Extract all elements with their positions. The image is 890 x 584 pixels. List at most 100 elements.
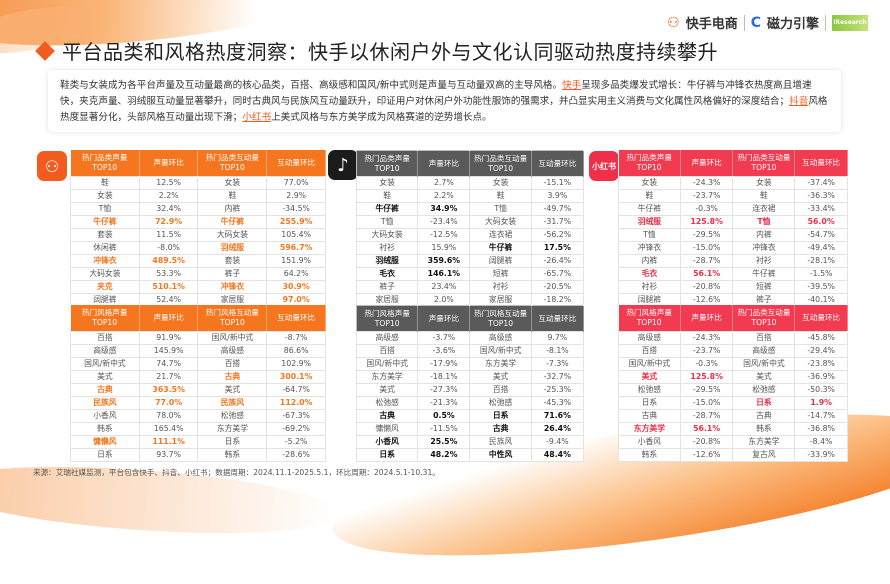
column-header: 互动量环比 <box>531 305 585 332</box>
table-cell: -12.5% <box>417 228 471 242</box>
table-cell: -36.8% <box>794 421 848 436</box>
table-cell: -28.1% <box>794 253 848 268</box>
table-cell: 阔腿裤 <box>469 254 532 268</box>
table-cell: 毛衣 <box>355 267 419 281</box>
table-row: 国风/新中式 -17.9% 东方美学 -7.3% <box>355 357 585 371</box>
table-cell: 鞋 <box>732 188 796 203</box>
table-cell: 363.5% <box>138 382 199 397</box>
table-cell: 510.1% <box>138 279 199 294</box>
table-cell: 衬衫 <box>732 253 796 268</box>
table-cell: 11.5% <box>138 227 199 242</box>
table-cell: 0.5% <box>417 409 471 423</box>
table-cell: T恤 <box>70 201 140 216</box>
table-cell: T恤 <box>618 227 681 242</box>
table-cell: -45.3% <box>530 396 585 410</box>
table-cell: 牛仔裤 <box>618 201 681 216</box>
kuaishou-ecommerce-logo: 快手电商 <box>685 17 738 32</box>
summary-text: 上美式风格与东方美学成为风格赛道的逆势增长点。 <box>271 112 492 123</box>
table-cell: 56.1% <box>679 266 734 281</box>
table-cell: -56.2% <box>530 228 585 242</box>
table-cell: 古典 <box>355 409 419 423</box>
table-cell: 255.9% <box>266 214 326 229</box>
table-cell: 东方美学 <box>197 421 268 436</box>
douyin-style-table: 热门风格声量 TOP10 声量环比 热门风格互动量 TOP10 互动量环比 高级感 -3.7%… <box>355 305 585 462</box>
table-row: 高级感 -3.7% 高级感 9.7% <box>355 331 585 345</box>
table-cell: 美式 <box>469 370 532 384</box>
table-cell: -23.7% <box>679 343 734 358</box>
table-cell: -36.9% <box>794 369 848 384</box>
table-cell: -33.4% <box>794 201 848 216</box>
table-cell: -50.3% <box>794 382 848 397</box>
table-cell: 大码女装 <box>197 227 268 242</box>
table-cell: 民族风 <box>70 395 140 410</box>
table-row: 羽绒服 125.8% T恤 56.0% <box>618 214 848 229</box>
table-cell: 短裤 <box>469 267 532 281</box>
column-header: 互动量环比 <box>794 305 848 331</box>
table-cell: 女装 <box>618 175 681 190</box>
table-cell: 小香风 <box>70 408 140 423</box>
xiaohongshu-category-table: 热门品类声量 TOP10 声量环比 热门品类互动量 TOP10 互动量环比 女装 -24.3%… <box>618 150 848 307</box>
kuaishou-mark-icon: ⚇ <box>667 14 680 31</box>
table-cell: 复古风 <box>732 447 796 462</box>
column-header: 声量环比 <box>417 150 471 177</box>
table-cell: 牛仔裤 <box>197 214 268 229</box>
table-cell: 美式 <box>355 383 419 397</box>
column-header: 热门品类声量 TOP10 <box>70 150 140 176</box>
table-cell: 韩系 <box>70 421 140 436</box>
table-cell: 17.5% <box>530 241 585 255</box>
table-cell: -29.5% <box>679 227 734 242</box>
table-cell: -33.9% <box>794 447 848 462</box>
table-cell: -29.5% <box>679 382 734 397</box>
table-cell: -27.3% <box>417 383 471 397</box>
table-row: 高级感 145.9% 高级感 86.6% <box>70 343 326 358</box>
column-header: 热门品类互动量 TOP10 <box>197 150 268 176</box>
kuaishou-category-table: 热门品类声量 TOP10 声量环比 热门品类互动量 TOP10 互动量环比鞋 12.5% 女装… <box>70 150 326 307</box>
table-header-row: 热门风格声量 TOP10 声量环比 热门风格互动量 TOP10 互动量环比 <box>70 305 326 331</box>
table-row: 羽绒服 359.6% 阔腿裤 -26.4% <box>355 254 585 268</box>
table-cell: 111.1% <box>138 434 199 449</box>
table-cell: 冲锋衣 <box>197 279 268 294</box>
table-row: 牛仔裤 34.9% T恤 -49.7% <box>355 202 585 216</box>
table-cell: 松弛感 <box>469 396 532 410</box>
table-cell: 2.2% <box>138 188 199 203</box>
table-cell: 鞋 <box>618 188 681 203</box>
table-row: 慵懒风 111.1% 日系 -5.2% <box>70 434 326 449</box>
table-cell: T恤 <box>355 215 419 229</box>
table-cell: 56.1% <box>679 421 734 436</box>
table-cell: 48.2% <box>417 448 471 462</box>
table-header-row: 热门风格声量 TOP10 声量环比 热门风格互动量 TOP10 互动量环比 <box>356 305 585 332</box>
table-cell: -15.0% <box>679 240 734 255</box>
table-header-row: 热门风格声量 TOP10 声量环比 热门品类互动量 TOP10 互动量环比 <box>618 305 848 331</box>
table-cell: 慵懒风 <box>70 434 140 449</box>
table-cell: 套装 <box>70 227 140 242</box>
table-row: 东方美学 -18.1% 美式 -32.7% <box>355 370 585 384</box>
table-cell: 冲锋衣 <box>732 240 796 255</box>
table-cell: 112.0% <box>266 395 326 410</box>
column-header: 互动量环比 <box>531 150 585 177</box>
table-row: T恤 -23.4% 大码女装 -31.7% <box>355 215 585 229</box>
table-cell: 大码女装 <box>70 266 140 281</box>
table-cell: -11.5% <box>417 422 471 436</box>
column-header: 互动量环比 <box>794 150 848 176</box>
table-cell: -29.4% <box>794 343 848 358</box>
table-cell: 日系 <box>618 395 681 410</box>
table-cell: 2.7% <box>417 176 471 190</box>
table-row: 鞋 12.5% 女装 77.0% <box>70 175 326 190</box>
table-row: 鞋 -23.7% 鞋 -36.3% <box>618 188 848 203</box>
table-cell: 125.8% <box>679 369 734 384</box>
table-cell: -23.4% <box>417 215 471 229</box>
table-row: 女装 2.7% 女装 -15.1% <box>355 176 585 190</box>
table-cell: 30.9% <box>266 279 326 294</box>
table-cell: 套装 <box>197 253 268 268</box>
table-cell: -67.3% <box>266 408 326 423</box>
table-cell: 32.4% <box>138 201 199 216</box>
table-cell: 国风/新中式 <box>469 344 532 358</box>
table-row: 日系 48.2% 中性风 48.4% <box>355 448 585 462</box>
table-cell: 美式 <box>197 382 268 397</box>
table-cell: 93.7% <box>138 447 199 462</box>
table-cell: 中性风 <box>469 448 532 462</box>
table-cell: T恤 <box>469 202 532 216</box>
table-cell: 小香风 <box>355 435 419 449</box>
table-row: 美式 -27.3% 百搭 -25.3% <box>355 383 585 397</box>
table-cell: 78.0% <box>138 408 199 423</box>
